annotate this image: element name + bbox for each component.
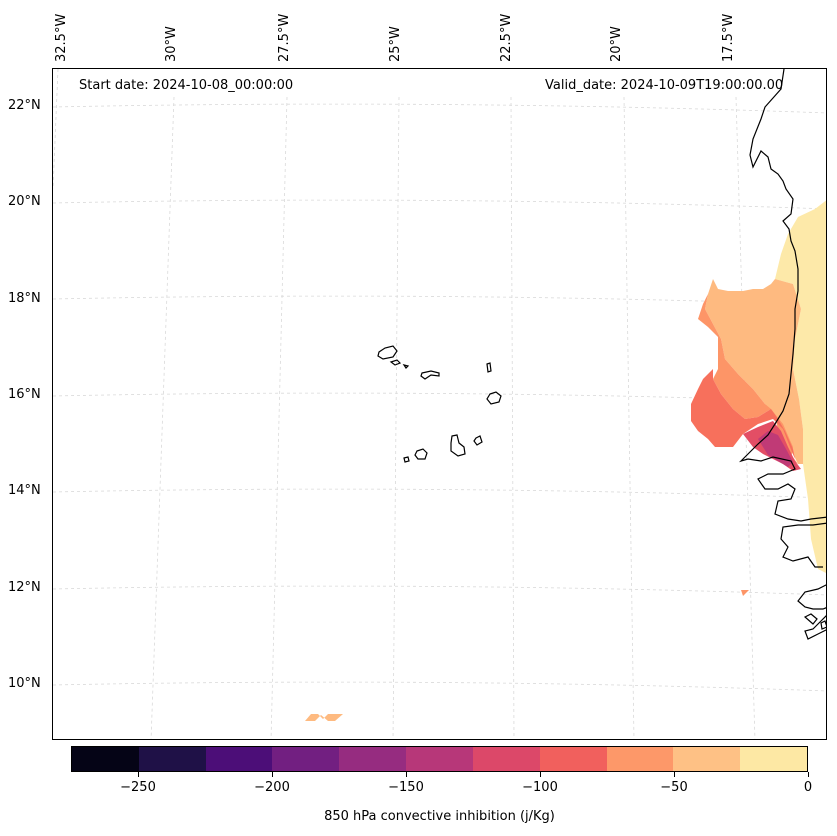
colorbar-tick-label: −200 xyxy=(254,780,290,795)
cin-patch-small xyxy=(741,590,749,596)
parallel-16n xyxy=(53,392,826,403)
valid-date-annotation: Valid_date: 2024-10-09T19:00:00.00 xyxy=(545,78,784,93)
colorbar-segment-0 xyxy=(72,747,139,771)
colorbar-segment-4 xyxy=(339,747,407,771)
island-santiago xyxy=(450,434,466,457)
cin-filled-contours xyxy=(305,200,826,721)
lat-label-10n: 10°N xyxy=(8,676,41,691)
colorbar-tick-mark xyxy=(271,772,273,777)
colorbar-tick-mark xyxy=(807,772,809,777)
lon-label-20w: 20°W xyxy=(609,26,624,62)
cin-patch-south xyxy=(305,714,343,721)
island-sao-nicolau xyxy=(420,370,440,380)
colorbar xyxy=(71,746,808,772)
island-sao-vicente xyxy=(389,359,402,366)
lon-label-27.5w: 27.5°W xyxy=(277,13,292,62)
lon-label-25w: 25°W xyxy=(388,26,403,62)
lon-label-17.5w: 17.5°W xyxy=(721,13,736,62)
lat-label-18n: 18°N xyxy=(8,291,41,306)
colorbar-segment-7 xyxy=(539,747,607,771)
colorbar-segment-6 xyxy=(472,747,540,771)
colorbar-tick-mark xyxy=(137,772,139,777)
parallel-10n xyxy=(53,681,826,692)
colorbar-tick-label: −100 xyxy=(522,780,558,795)
island-santa-luzia xyxy=(402,364,410,369)
coastlines xyxy=(377,69,826,640)
meridian-22.5w xyxy=(510,96,515,739)
colorbar-tick-label: −50 xyxy=(660,780,688,795)
colorbar-segment-3 xyxy=(272,747,340,771)
cin-band-0-to-minus25 xyxy=(775,200,826,573)
colorbar-label: 850 hPa convective inhibition (j/Kg) xyxy=(324,809,555,824)
island-fogo xyxy=(414,448,428,460)
meridian-32.5w xyxy=(53,69,59,190)
meridian-27.5w xyxy=(270,96,288,739)
colorbar-segment-9 xyxy=(673,747,741,771)
parallel-12n xyxy=(53,585,826,596)
map-canvas xyxy=(53,69,826,739)
lat-label-20n: 20°N xyxy=(8,194,41,209)
colorbar-tick-mark xyxy=(673,772,675,777)
colorbar-segment-8 xyxy=(606,747,674,771)
cin-band-minus25-to-minus50 xyxy=(705,269,803,464)
island-sal xyxy=(486,362,492,373)
colorbar-segment-2 xyxy=(205,747,273,771)
cin-band-minus75-to-minus100 xyxy=(691,369,795,459)
cin-band-minus125-to-minus150 xyxy=(758,431,793,467)
africa-coastline xyxy=(738,69,826,640)
parallel-18n xyxy=(53,295,826,306)
island-bijagos xyxy=(803,613,826,630)
start-date-annotation: Start date: 2024-10-08_00:00:00 xyxy=(79,78,294,93)
lon-label-30w: 30°W xyxy=(164,26,179,62)
meridian-30w xyxy=(150,96,175,739)
lon-label-32.5w: 32.5°W xyxy=(54,13,69,62)
colorbar-tick-mark xyxy=(405,772,407,777)
island-boa-vista xyxy=(486,391,502,405)
colorbar-tick-mark xyxy=(539,772,541,777)
island-maio xyxy=(473,435,483,446)
meridian-17.5w xyxy=(735,96,756,739)
colorbar-tick-label: −150 xyxy=(388,780,424,795)
graticule-grid xyxy=(53,69,826,739)
colorbar-segment-5 xyxy=(406,747,473,771)
cin-band-minus50-to-minus75 xyxy=(698,294,771,419)
lat-label-14n: 14°N xyxy=(8,483,41,498)
colorbar-tick-label: 0 xyxy=(803,780,813,795)
parallel-22n xyxy=(53,103,826,114)
lat-label-16n: 16°N xyxy=(8,387,41,402)
colorbar-segment-10 xyxy=(740,747,807,771)
parallel-14n xyxy=(53,488,826,499)
island-brava xyxy=(403,456,410,463)
parallel-20n xyxy=(53,199,826,210)
lat-label-22n: 22°N xyxy=(8,98,41,113)
lon-label-22.5w: 22.5°W xyxy=(499,13,514,62)
map-panel xyxy=(52,68,827,740)
colorbar-tick-label: −250 xyxy=(120,780,156,795)
meridian-20w xyxy=(623,96,635,739)
colorbar-segment-1 xyxy=(138,747,206,771)
lat-label-12n: 12°N xyxy=(8,580,41,595)
meridian-25w xyxy=(392,96,400,739)
island-santo-antao xyxy=(377,345,398,360)
